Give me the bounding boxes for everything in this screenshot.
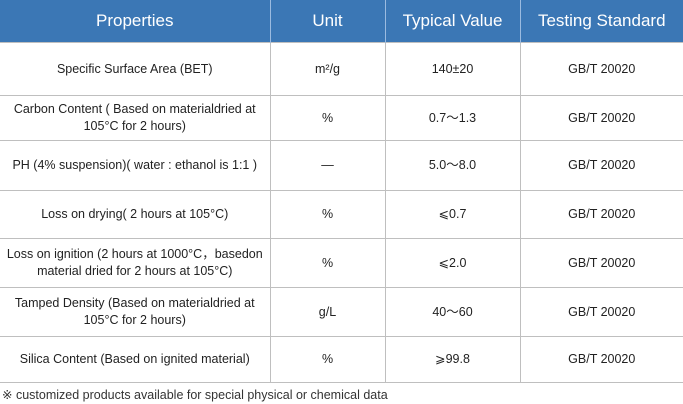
cell-text line: 40～60 <box>432 304 473 319</box>
table-row: Carbon Content ( Based on materialdried … <box>0 95 683 141</box>
cell-text line: GB/T 20020 <box>568 61 636 76</box>
table-cell: GB/T 20020 <box>519 190 683 239</box>
header-cell: Unit <box>269 0 385 43</box>
cell-text line: Specific Surface Area (BET) <box>56 61 213 76</box>
table-cell: GB/T 20020 <box>519 95 683 141</box>
cell-text line: ⩽2.0 <box>438 255 467 270</box>
cell-text line: % <box>321 255 334 270</box>
table-cell: % <box>269 190 386 239</box>
cell-text line: Carbon Content ( Based on material <box>13 102 214 116</box>
table-cell: GB/T 20020 <box>519 42 683 96</box>
table-cell: GB/T 20020 <box>519 287 683 337</box>
table-cell: GB/T 20020 <box>519 140 683 191</box>
cell-text line: 5.0～8.0 <box>428 158 477 172</box>
table-cell: PH (4% suspension)( water : ethanol is 1… <box>0 140 271 191</box>
table-row: Specific Surface Area (BET) m²/g 140±20 GB/… <box>0 42 683 96</box>
table-cell: 140±20 <box>384 42 521 96</box>
properties-table: Properties Unit Typical Value Testing Stand… <box>0 0 683 383</box>
cell-text line: — <box>321 158 334 172</box>
cell-text line: on material dried for 2 hours at 105°C) <box>37 247 263 278</box>
table-cell: — <box>269 140 386 191</box>
cell-text line: GB/T 20020 <box>568 255 636 270</box>
cell-text line: Loss on ignition (2 hours at 1000°C，base… <box>6 247 249 261</box>
cell-text line: % <box>321 207 334 221</box>
table-cell: 40～60 <box>384 287 521 337</box>
cell-text line: PH (4% suspension) <box>12 158 127 172</box>
cell-text line: Tamped Density (Based on material <box>14 296 213 310</box>
table-cell: % <box>269 336 386 383</box>
table-cell: 0.7～1.3 <box>384 95 521 141</box>
table-cell: % <box>269 238 386 288</box>
table-cell: GB/T 20020 <box>519 336 683 383</box>
table-row: Loss on drying( 2 hours at 105°C)% ⩽0.7 GB… <box>0 190 683 239</box>
cell-text line: GB/T 20020 <box>568 207 636 221</box>
header-cell: Testing Standard <box>519 0 683 43</box>
table-cell: Loss on drying( 2 hours at 105°C) <box>0 190 271 239</box>
table-cell: ⩽0.7 <box>384 190 521 239</box>
table-row: Silica Content (Based on ignited materia… <box>0 336 683 383</box>
table-cell: Loss on ignition (2 hours at 1000°C，base… <box>0 238 271 288</box>
cell-text line: g/L <box>318 304 337 319</box>
table-row: PH (4% suspension)( water : ethanol is 1… <box>0 140 683 191</box>
table-row: Loss on ignition (2 hours at 1000°C，base… <box>0 238 683 288</box>
table-cell: m²/g <box>269 42 386 96</box>
cell-text line: ⩽0.7 <box>438 207 467 221</box>
table-row: Tamped Density (Based on materialdried a… <box>0 287 683 337</box>
cell-text line: ( water : ethanol is 1:1 ) <box>126 158 258 172</box>
table-cell: 5.0～8.0 <box>384 140 521 191</box>
table-cell: % <box>269 95 386 141</box>
cell-text line: 0.7～1.3 <box>428 110 477 125</box>
cell-text line: GB/T 20020 <box>568 304 636 319</box>
cell-text line: ⩾99.8 <box>435 352 470 366</box>
cell-text line: Loss on drying( 2 hours at 105°C) <box>41 207 229 221</box>
table-cell: ⩾99.8 <box>384 336 521 383</box>
cell-text line: dried at 105°C for 2 hours) <box>83 102 256 133</box>
footnote: ※ customized products available for spec… <box>2 388 388 402</box>
table-cell: ⩽2.0 <box>384 238 521 288</box>
cell-text line: m²/g <box>315 61 340 76</box>
table-cell: Silica Content (Based on ignited materia… <box>0 336 271 383</box>
table-cell: GB/T 20020 <box>519 238 683 288</box>
table-cell: Specific Surface Area (BET) <box>0 42 271 96</box>
cell-text line: GB/T 20020 <box>568 352 636 366</box>
cell-text line: % <box>321 352 334 366</box>
table-cell: Carbon Content ( Based on materialdried … <box>0 95 271 141</box>
cell-text line: 140±20 <box>431 61 474 76</box>
cell-text line: dried at 105°C for 2 hours) <box>83 296 255 327</box>
header-cell: Typical Value <box>384 0 520 43</box>
cell-text line: GB/T 20020 <box>568 110 636 125</box>
cell-text line: Silica Content (Based on ignited materia… <box>19 352 250 366</box>
header-cell: Properties <box>0 0 270 43</box>
cell-text line: GB/T 20020 <box>568 158 636 172</box>
header-row: Properties Unit Typical Value Testing Stand… <box>0 0 683 43</box>
cell-text line: % <box>321 110 334 125</box>
table-body: Specific Surface Area (BET) m²/g 140±20 GB/… <box>0 42 683 383</box>
table-cell: Tamped Density (Based on materialdried a… <box>0 287 271 337</box>
table-cell: g/L <box>269 287 386 337</box>
